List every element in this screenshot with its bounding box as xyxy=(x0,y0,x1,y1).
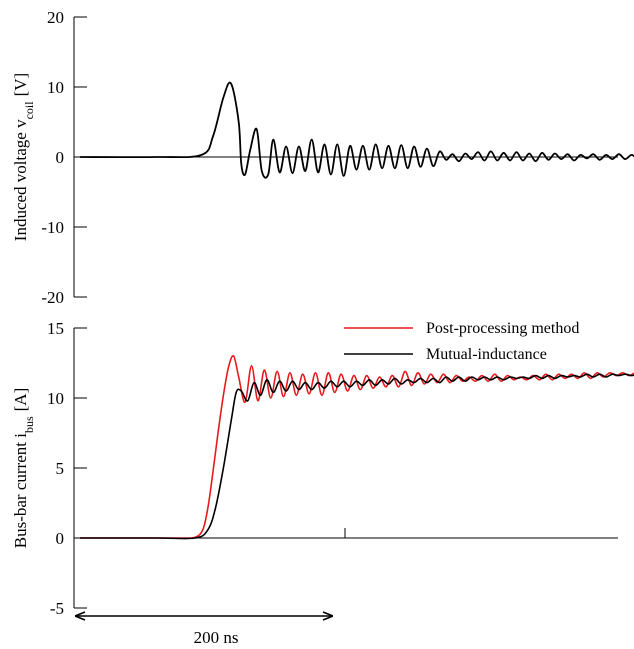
i-y-tick-label-1: 10 xyxy=(47,389,64,408)
legend-label-mutual-inductance: Mutual-inductance xyxy=(426,346,547,363)
current-panel: 15 10 5 0 -5 Bus-bar current ibus[A] Post-pr… xyxy=(11,319,634,618)
i-y-tick-label-3: 0 xyxy=(56,529,65,548)
voltage-y-axis-label: Induced voltage vcoil[V] xyxy=(11,73,36,241)
v-y-tick-label-4: -20 xyxy=(41,288,64,307)
v-y-tick-label-3: -10 xyxy=(41,218,64,237)
time-scale-annotation: 200 ns xyxy=(76,616,332,647)
time-scale-label: 200 ns xyxy=(194,628,239,647)
voltage-y-ticks: 20 10 0 -10 -20 xyxy=(41,8,87,307)
v-y-tick-label-2: 0 xyxy=(56,148,65,167)
mutual-inductance-series-line xyxy=(80,373,634,540)
voltage-panel: 20 10 0 -10 -20 Induced voltage vcoil[V] xyxy=(11,8,634,307)
voltage-series-line xyxy=(79,81,634,179)
current-y-ticks: 15 10 5 0 -5 xyxy=(47,319,87,618)
post-processing-series-line xyxy=(80,354,634,539)
i-y-tick-label-2: 5 xyxy=(56,459,65,478)
i-y-tick-label-4: -5 xyxy=(50,599,64,618)
legend-label-post-processing: Post-processing method xyxy=(426,320,579,337)
v-y-tick-label-0: 20 xyxy=(47,8,64,27)
i-y-tick-label-0: 15 xyxy=(47,319,64,338)
v-y-tick-label-1: 10 xyxy=(47,78,64,97)
current-y-axis-label: Bus-bar current ibus[A] xyxy=(11,388,36,548)
legend: Post-processing method Mutual-inductance xyxy=(344,320,579,363)
